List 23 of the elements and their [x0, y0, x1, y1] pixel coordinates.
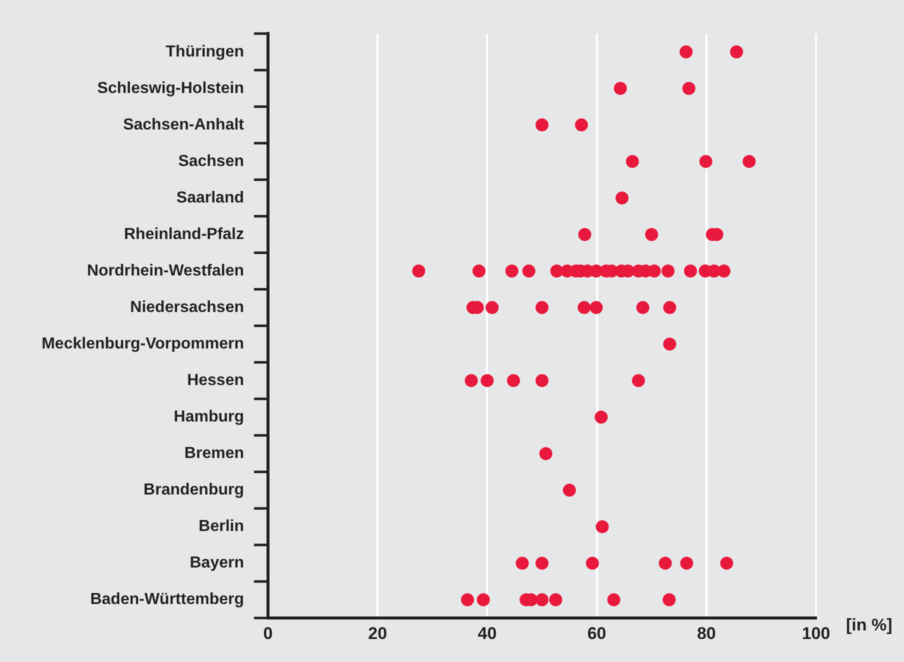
y-tick-label: Brandenburg: [144, 482, 244, 499]
y-tick-label: Schleswig-Holstein: [97, 80, 244, 97]
x-tick-label: 80: [696, 624, 716, 643]
y-tick-label: Hamburg: [174, 408, 244, 426]
y-tick-label: Berlin: [198, 518, 244, 536]
y-tick-label: Niedersachsen: [130, 298, 244, 316]
y-tick-label: Sachsen-Anhalt: [123, 116, 245, 134]
y-tick-label: Bremen: [184, 445, 244, 462]
x-tick-label: 60: [587, 624, 606, 643]
y-tick-label: Thüringen: [166, 43, 244, 60]
y-tick-label: Saarland: [176, 189, 244, 206]
y-tick-label: Baden-Württemberg: [90, 591, 244, 608]
y-tick-label: Hessen: [187, 372, 244, 389]
y-tick-label: Mecklenburg-Vorpommern: [42, 335, 244, 352]
y-tick-label: Rheinland-Pfalz: [124, 226, 244, 243]
x-tick-label: 20: [368, 624, 388, 643]
x-axis-title: [in %]: [846, 616, 892, 635]
y-tick-label: Nordrhein-Westfalen: [86, 262, 244, 280]
x-tick-label: 100: [802, 624, 830, 643]
x-tick-label: 0: [263, 624, 273, 643]
y-tick-label: Bayern: [190, 554, 244, 572]
x-tick-label: 40: [478, 624, 497, 643]
y-tick-label: Sachsen: [178, 152, 244, 170]
